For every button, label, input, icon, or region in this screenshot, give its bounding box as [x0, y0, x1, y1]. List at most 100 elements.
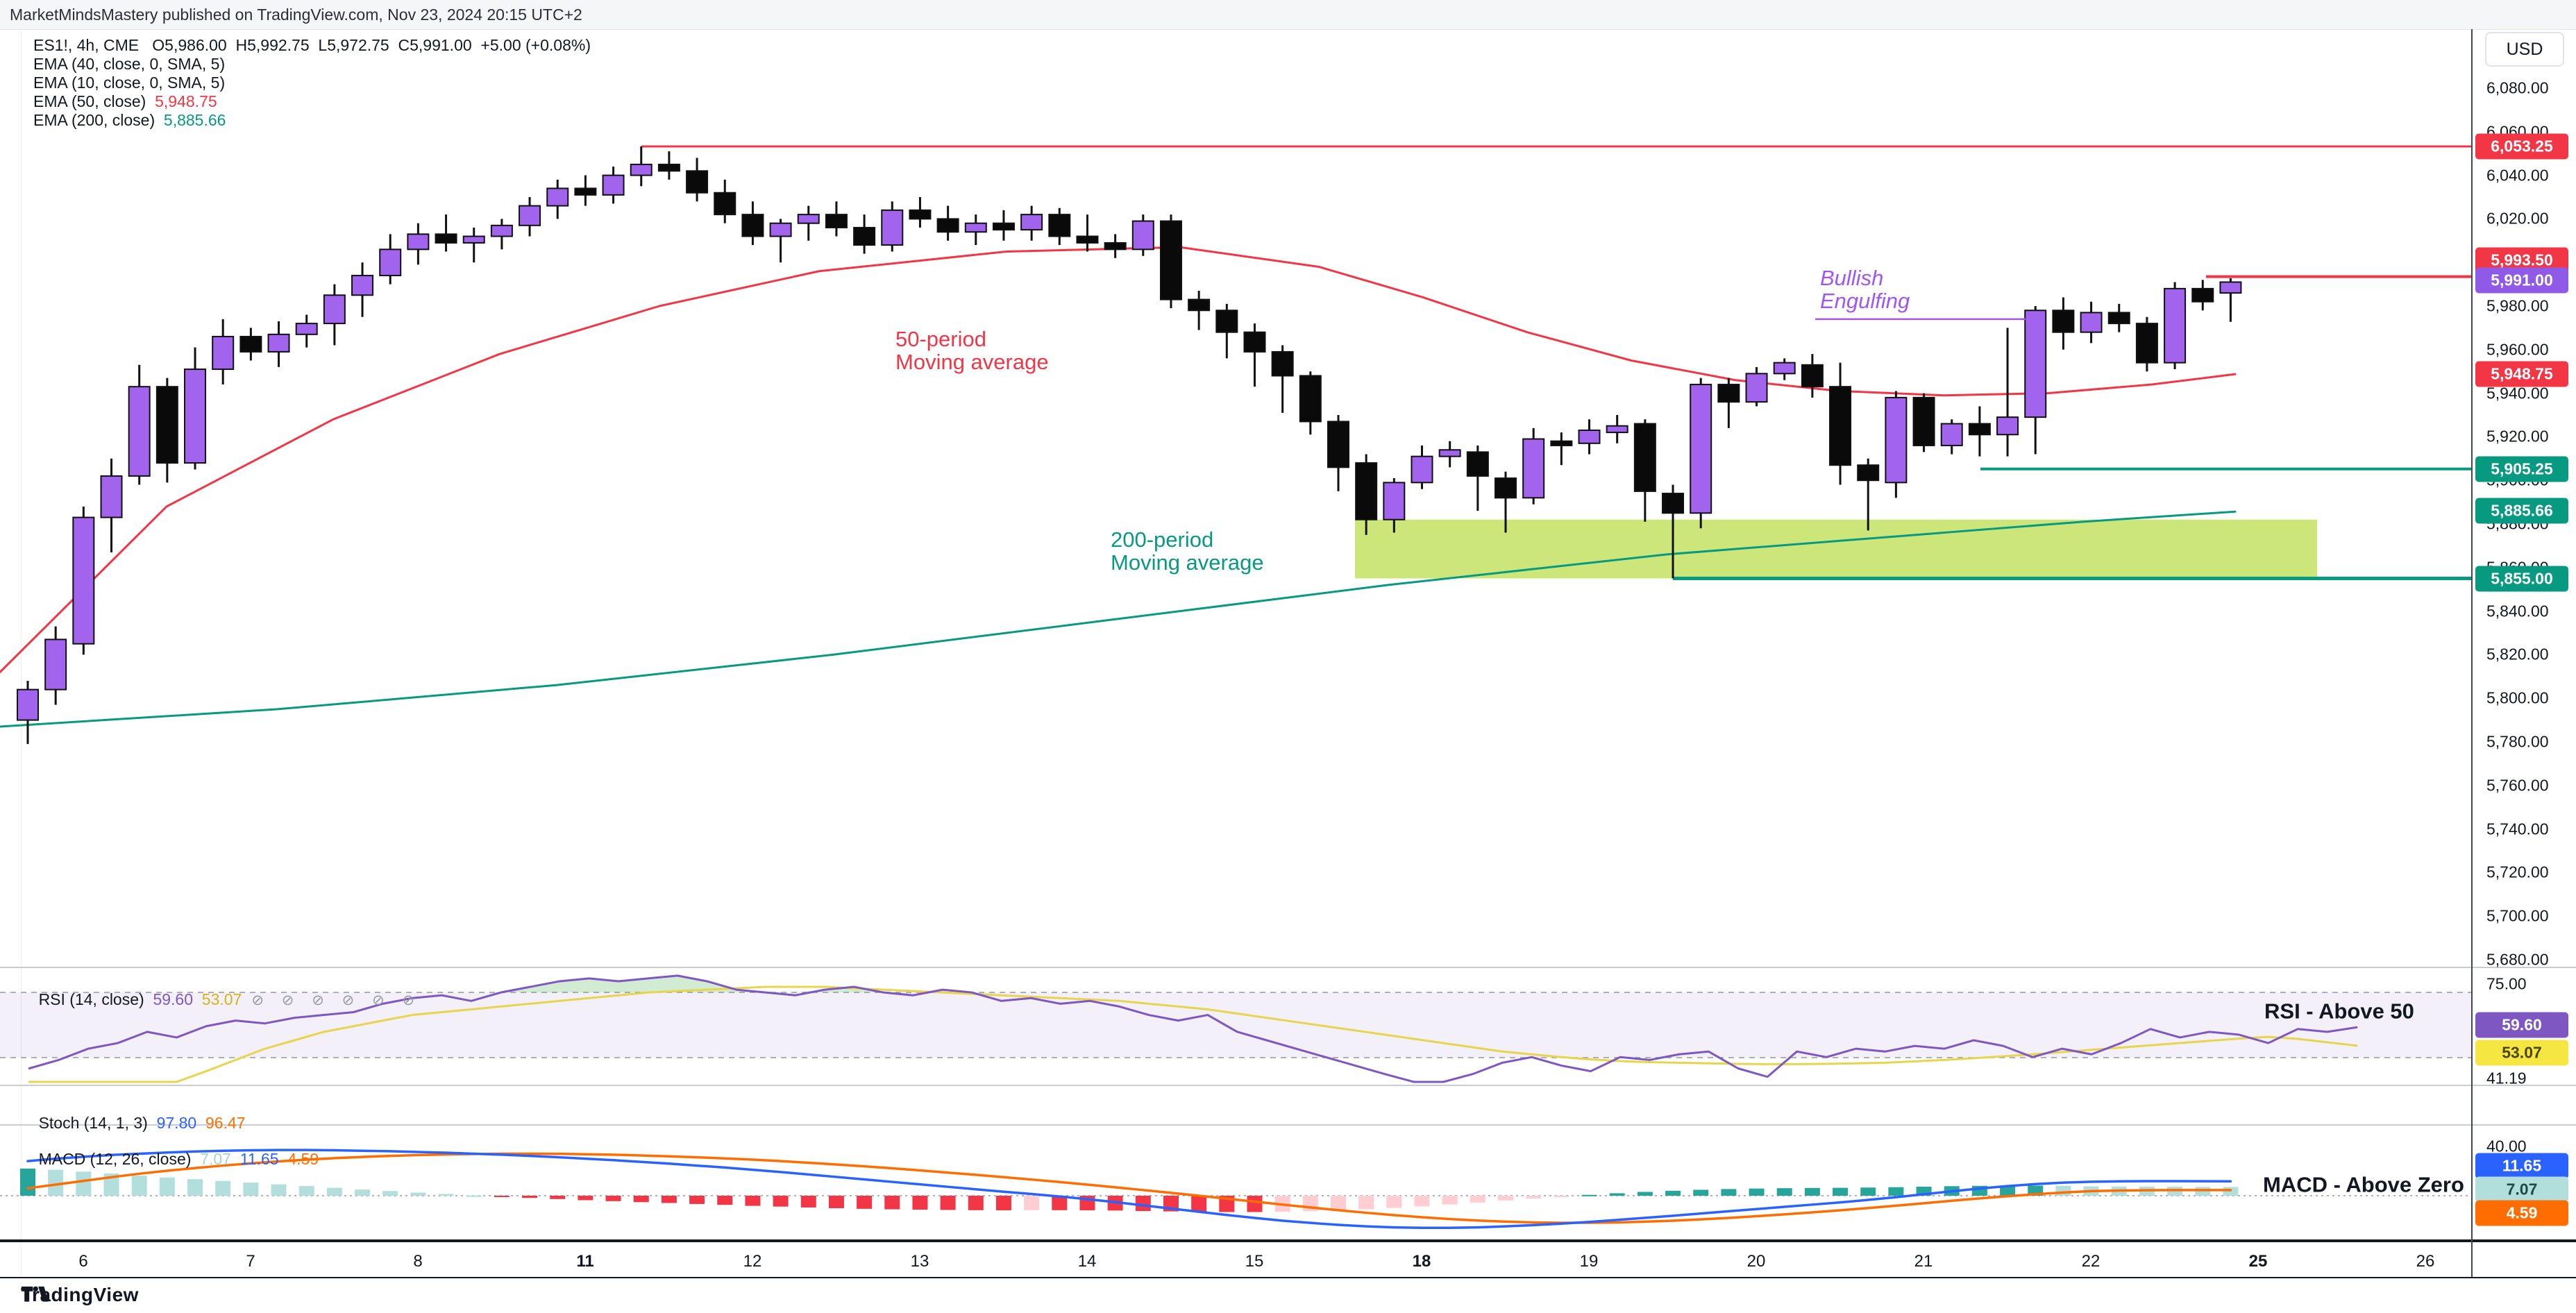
candle-body: [1633, 423, 1656, 492]
currency-button[interactable]: USD: [2485, 32, 2564, 67]
rsi-legend[interactable]: RSI (14, close) 59.60 53.07 ⊘ ⊘ ⊘ ⊘ ⊘ ⊘: [21, 972, 421, 1028]
candle-body: [490, 224, 513, 237]
macd-histogram-bar: [1052, 1196, 1068, 1210]
macd-histogram-bar: [828, 1196, 844, 1208]
candle-body: [1717, 384, 1740, 403]
candle-body: [1438, 449, 1461, 457]
candle-body: [964, 222, 987, 233]
price-tick-label: 5,680.00: [2486, 950, 2549, 969]
macd-histogram-bar: [1888, 1187, 1904, 1196]
rsi-ma-value: 53.07: [201, 990, 242, 1008]
macd-histogram-bar: [76, 1171, 92, 1196]
candle-body: [1829, 386, 1852, 466]
rsi-overbought-fill: [0, 975, 2357, 992]
rsi-plot-toggle-icons[interactable]: ⊘ ⊘ ⊘ ⊘ ⊘ ⊘: [251, 992, 422, 1008]
candle-body: [323, 294, 346, 325]
candle-body: [2135, 323, 2158, 364]
candle-body: [797, 214, 820, 224]
macd-signal-value: 4.59: [287, 1150, 319, 1168]
bullish-engulfing-label[interactable]: Bullish Engulfing: [1820, 266, 1910, 313]
price-tick-label: 5,980.00: [2486, 296, 2549, 315]
macd-histogram-bar: [578, 1196, 594, 1201]
price-axis-badge: 5,885.66: [2475, 498, 2568, 524]
candles-layer: [17, 146, 2242, 745]
ema-legend-row[interactable]: EMA (200, close) 5,885.66: [33, 111, 591, 129]
ema-legend-row[interactable]: EMA (10, close, 0, SMA, 5): [33, 74, 591, 92]
time-axis[interactable]: 6 7 8 11 12 13 14 15 18 19 20 21 22 25 26: [0, 1242, 2576, 1277]
rsi-pane[interactable]: [0, 968, 2471, 1083]
rsi-caption[interactable]: RSI - Above 50: [2264, 999, 2414, 1024]
candle-body: [936, 218, 959, 233]
macd-signal-line: [26, 1152, 2232, 1224]
macd-histogram-bar: [1833, 1187, 1849, 1196]
ema-legend-row[interactable]: EMA (40, close, 0, SMA, 5): [33, 55, 591, 73]
candle-body: [1550, 440, 1573, 446]
footer: TradingView: [0, 1278, 2576, 1313]
candle-body: [1159, 220, 1182, 300]
separator-rsi-stoch[interactable]: [0, 1085, 2576, 1086]
macd-histogram-bar: [995, 1196, 1011, 1211]
candle-body: [1801, 364, 1824, 388]
macd-histogram-bar: [940, 1196, 956, 1210]
date-tick-label: 19: [1579, 1252, 1599, 1271]
date-tick-label: 13: [910, 1252, 929, 1271]
price-axis[interactable]: 6,080.00 6,060.00 6,040.00 6,020.00 5,980.00…: [2471, 29, 2576, 1277]
macd-histogram-bar: [1442, 1196, 1458, 1205]
macd-histogram-bar: [661, 1196, 677, 1203]
stoch-legend[interactable]: Stoch (14, 1, 3) 97.80 96.47: [21, 1095, 246, 1151]
price-tick-label: 5,820.00: [2486, 645, 2549, 663]
price-axis-badge: 5,991.00: [2475, 267, 2568, 294]
macd-histogram-bar: [1609, 1193, 1625, 1196]
chart-left-border: [21, 29, 22, 1277]
candle-body: [1299, 375, 1322, 423]
macd-axis-badge: 7.07: [2475, 1176, 2568, 1203]
macd-tick-label: 40.00: [2486, 1137, 2527, 1155]
macd-histogram-bar: [2055, 1185, 2071, 1196]
macd-histogram-bar: [1358, 1196, 1374, 1210]
candle-body: [155, 386, 178, 464]
price-tick-label: 5,740.00: [2486, 820, 2549, 838]
demand-zone[interactable]: [1355, 519, 2317, 579]
ema-legend-row[interactable]: EMA (50, close) 5,948.75: [33, 92, 591, 110]
candle-body: [769, 222, 792, 237]
candle-body: [72, 516, 95, 645]
candle-body: [630, 163, 653, 176]
candle-body: [17, 688, 39, 721]
candle-body: [1355, 462, 1378, 520]
candle-body: [1383, 482, 1406, 520]
macd-pane[interactable]: [0, 1126, 2471, 1239]
rsi-band: [0, 992, 2471, 1058]
ema-legend-label: EMA (10, close, 0, SMA, 5): [33, 74, 226, 92]
ma200-label[interactable]: 200-period Moving average: [1111, 527, 1264, 575]
candle-body: [1131, 220, 1154, 251]
macd-line-value: 11.65: [239, 1150, 279, 1168]
symbol-legend[interactable]: ES1!, 4h, CME O5,986.00 H5,992.75 L5,972…: [33, 36, 591, 130]
price-tick-label: 5,840.00: [2486, 602, 2549, 620]
tradingview-brand[interactable]: TradingView: [21, 1284, 139, 1306]
separator-stoch-macd[interactable]: [0, 1124, 2576, 1126]
price-axis-badge: 5,905.25: [2475, 456, 2568, 482]
macd-histogram-bar: [1776, 1188, 1792, 1196]
price-pane[interactable]: [0, 29, 2471, 967]
macd-histogram-bar: [1665, 1190, 1681, 1196]
candle-body: [1912, 396, 1935, 446]
macd-caption[interactable]: MACD - Above Zero: [2263, 1172, 2464, 1197]
candle-body: [212, 335, 235, 371]
separator-macd-timeaxis: [0, 1239, 2576, 1242]
ma50-label[interactable]: 50-period Moving average: [895, 327, 1049, 374]
candle-body: [2191, 287, 2214, 303]
candle-body: [992, 222, 1015, 231]
date-tick-label: 15: [1245, 1252, 1264, 1271]
price-tick-label: 5,720.00: [2486, 863, 2549, 881]
candle-body: [1690, 384, 1712, 514]
rsi-legend-label: RSI (14, close): [38, 990, 144, 1008]
macd-legend[interactable]: MACD (12, 26, close) 7.07 11.65 4.59: [21, 1131, 319, 1187]
macd-histogram-bar: [326, 1187, 342, 1196]
macd-histogram-bar: [1860, 1187, 1876, 1196]
candle-body: [881, 209, 904, 246]
candle-body: [1327, 421, 1349, 468]
candle-body: [519, 205, 541, 226]
stoch-legend-label: Stoch (14, 1, 3): [38, 1114, 148, 1132]
separator-price-rsi[interactable]: [0, 967, 2576, 968]
macd-histogram-bar: [187, 1179, 203, 1196]
